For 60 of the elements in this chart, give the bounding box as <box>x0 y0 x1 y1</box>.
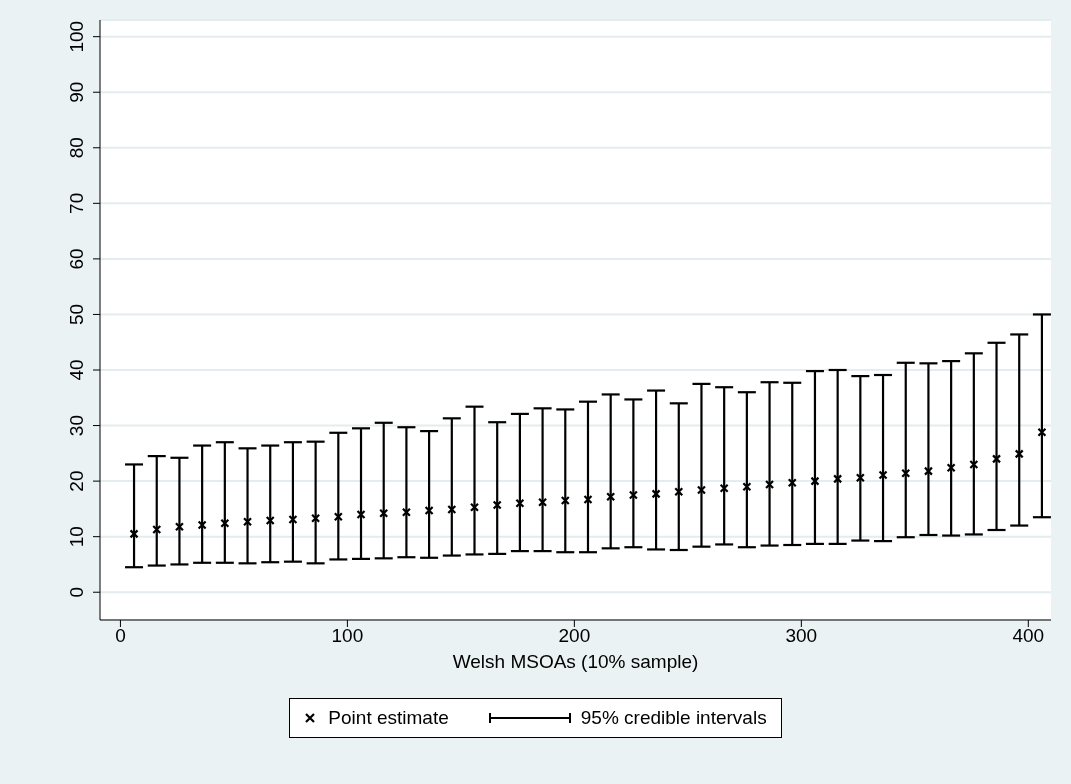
point <box>197 520 207 530</box>
y-tick-label: 90 <box>66 81 87 103</box>
y-tick-label: 10 <box>66 526 87 548</box>
point <box>742 482 752 492</box>
point <box>401 507 412 517</box>
point <box>220 518 230 528</box>
point <box>674 487 684 497</box>
y-tick-label: 50 <box>66 303 87 326</box>
point <box>560 495 570 506</box>
x-tick-label: 0 <box>115 625 126 647</box>
point <box>515 498 525 508</box>
point <box>129 529 139 539</box>
point <box>606 492 616 502</box>
point <box>901 468 911 478</box>
point <box>537 497 548 507</box>
y-tick-label: 30 <box>66 414 87 437</box>
point <box>923 466 934 476</box>
point <box>628 490 638 500</box>
point <box>764 479 775 490</box>
x-tick-label: 200 <box>558 625 591 647</box>
text: 95% credible intervals <box>580 707 767 729</box>
y-tick-label: 70 <box>66 192 87 214</box>
point <box>878 470 888 480</box>
point <box>356 509 366 520</box>
point <box>265 515 275 526</box>
point <box>152 524 162 535</box>
legend-label: Point estimate <box>328 707 449 729</box>
point <box>1014 449 1024 459</box>
point <box>969 459 979 470</box>
y-tick-label: 60 <box>66 248 87 270</box>
point <box>583 494 593 505</box>
y-tick-label: 80 <box>66 137 87 159</box>
point <box>288 514 298 525</box>
y-tick-label: 0 <box>66 586 87 598</box>
point <box>242 517 253 527</box>
point <box>333 512 343 522</box>
x-tick-label: 100 <box>331 625 364 647</box>
point <box>719 483 729 493</box>
y-tick-label: 20 <box>66 470 87 492</box>
x-axis-title: Welsh MSOAs (10% sample) <box>452 651 699 672</box>
point <box>174 522 185 532</box>
point <box>379 508 389 518</box>
point <box>855 473 865 483</box>
point <box>651 489 661 499</box>
point <box>469 502 480 512</box>
point <box>946 463 956 473</box>
point <box>424 505 434 516</box>
y-tick-label: 40 <box>66 359 87 381</box>
point <box>787 478 797 488</box>
x-tick-label: 400 <box>1012 625 1045 647</box>
point <box>833 474 843 484</box>
point <box>991 454 1002 464</box>
y-tick-label: 100 <box>66 20 87 53</box>
point <box>696 485 707 495</box>
x-tick-label: 300 <box>785 625 818 647</box>
point <box>447 504 457 515</box>
point <box>1037 427 1047 437</box>
point <box>492 500 502 510</box>
point <box>311 513 321 523</box>
point <box>810 476 820 486</box>
